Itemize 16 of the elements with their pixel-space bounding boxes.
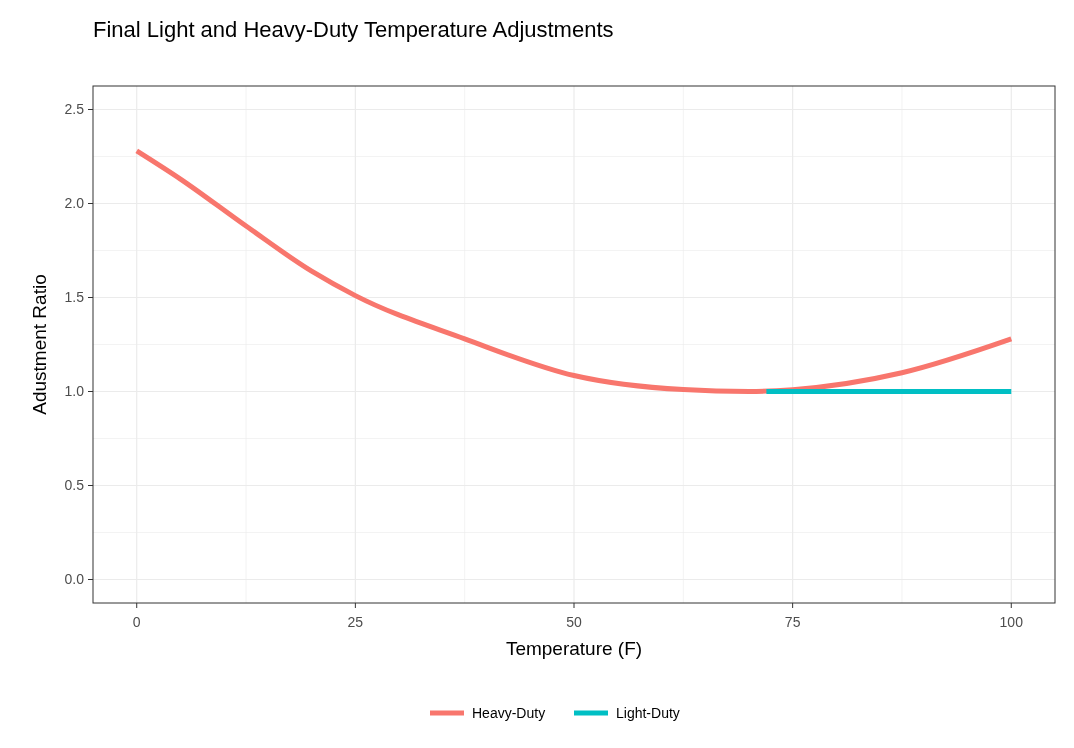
x-tick-label: 100 [999, 614, 1024, 630]
x-tick-label: 25 [347, 614, 364, 630]
y-tick-label: 2.0 [64, 195, 85, 212]
x-tick-label: 75 [784, 614, 801, 630]
y-tick-label: 1.5 [64, 289, 85, 306]
y-tick-label: 0.5 [64, 477, 85, 494]
y-axis-title: Adustment Ratio [29, 274, 50, 415]
x-axis-title: Temperature (F) [505, 638, 643, 659]
legend-label: Heavy-Duty [472, 704, 546, 721]
y-tick-label: 0.0 [64, 571, 85, 588]
chart-title: Final Light and Heavy-Duty Temperature Adjustments [93, 17, 614, 42]
legend-label: Light-Duty [616, 704, 680, 721]
y-tick-label: 1.0 [64, 383, 85, 400]
x-tick-label: 50 [566, 614, 582, 630]
y-tick-label: 2.5 [64, 101, 85, 118]
x-tick-label: 0 [132, 614, 141, 630]
